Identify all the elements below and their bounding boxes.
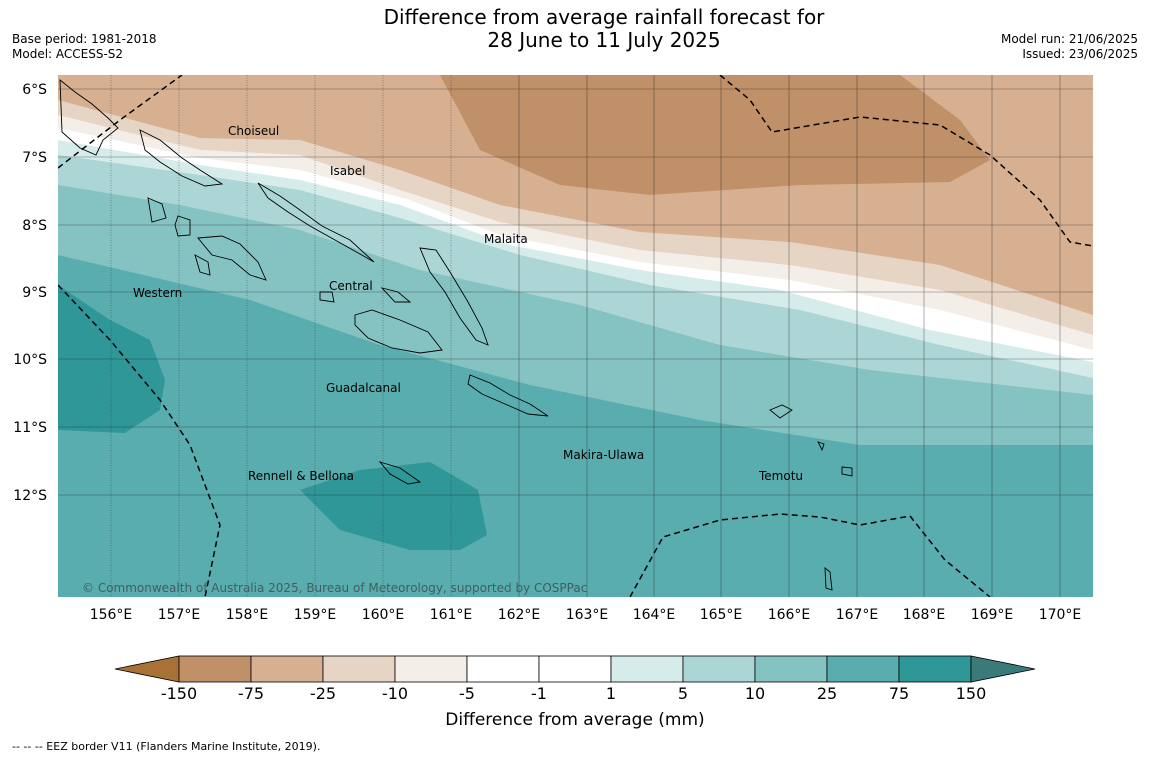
title-line-2: 28 June to 11 July 2025 [487, 28, 721, 52]
lon-label: 157°E [158, 607, 201, 623]
colorbar-label: -5 [459, 684, 475, 703]
lon-label: 160°E [362, 607, 405, 623]
band-75-150-rennell [300, 462, 487, 550]
lon-label: 165°E [700, 607, 743, 623]
colorbar-label: -75 [237, 684, 265, 703]
province-label-makira-ulawa: Makira-Ulawa [563, 448, 644, 462]
province-label-choiseul: Choiseul [228, 124, 279, 138]
colorbar-label: -150 [160, 684, 198, 703]
model-name: Model: ACCESS-S2 [12, 47, 124, 61]
colorbar-label: 5 [677, 684, 689, 703]
band-minus25-minus75 [440, 75, 990, 195]
gridlines [58, 75, 1093, 597]
colorbar-cell [114, 655, 180, 683]
guadalcanal-island [354, 309, 443, 354]
colorbar-cell [250, 655, 324, 683]
eez-footnote: -- -- -- EEZ border V11 (Flanders Marine… [12, 740, 321, 753]
isabel-island [257, 182, 375, 263]
colorbar-cell [754, 655, 828, 683]
lat-label: 9°S [22, 285, 47, 301]
province-label-central: Central [329, 279, 373, 293]
colorbar-cell [538, 655, 612, 683]
lon-label: 166°E [768, 607, 811, 623]
province-label-temotu: Temotu [758, 469, 803, 483]
colorbar-label: -25 [309, 684, 337, 703]
choiseul-island [139, 129, 224, 187]
colorbar-cell [970, 655, 1036, 683]
lon-label: 169°E [971, 607, 1014, 623]
base-period: Base period: 1981-2018 [12, 32, 157, 46]
lat-labels: 6°S 7°S 8°S 9°S 10°S 11°S 12°S [13, 82, 47, 504]
anomaly-bands [58, 75, 1093, 597]
meta-right: Model run: 21/06/2025 Issued: 23/06/2025 [1001, 32, 1138, 62]
colorbar-cell [178, 655, 252, 683]
colorbar-cell [394, 655, 468, 683]
province-label-isabel: Isabel [330, 164, 365, 178]
colorbar-cell [826, 655, 900, 683]
title-line-1: Difference from average rainfall forecas… [383, 5, 825, 29]
rennell-island [378, 461, 422, 485]
lon-label: 159°E [294, 607, 337, 623]
lon-label: 167°E [836, 607, 879, 623]
colorbar-cell [466, 655, 540, 683]
lon-label: 158°E [226, 607, 269, 623]
coastlines [59, 79, 853, 591]
eez-borders [58, 75, 1093, 597]
lat-label: 11°S [13, 420, 47, 436]
colorbar-label: 1 [605, 684, 617, 703]
malaita-island [419, 247, 489, 346]
colorbar-label: 25 [816, 684, 838, 703]
colorbar-cell [322, 655, 396, 683]
province-label-guadalcanal: Guadalcanal [326, 381, 401, 395]
colorbar [114, 655, 1036, 683]
lon-label: 161°E [430, 607, 473, 623]
colorbar-label: 75 [888, 684, 910, 703]
province-label-western: Western [133, 286, 182, 300]
colorbar-cell [682, 655, 756, 683]
colorbar-cell [610, 655, 684, 683]
colorbar-label: 10 [744, 684, 766, 703]
colorbar-label: 150 [955, 684, 987, 703]
colorbar-title: Difference from average (mm) [445, 710, 705, 730]
lon-labels: 156°E 157°E 158°E 159°E 160°E 161°E 162°… [90, 607, 1082, 623]
province-labels: Choiseul Isabel Malaita Central Western … [133, 124, 803, 483]
lon-label: 168°E [903, 607, 946, 623]
colorbar-label: -10 [381, 684, 409, 703]
copyright-text: © Commonwealth of Australia 2025, Bureau… [82, 581, 587, 595]
lon-label: 164°E [633, 607, 676, 623]
colorbar-cell [898, 655, 972, 683]
model-run: Model run: 21/06/2025 [1000, 32, 1138, 46]
lon-label: 156°E [90, 607, 133, 623]
issued-date: Issued: 23/06/2025 [1022, 47, 1138, 61]
makira-island [467, 374, 549, 417]
lon-label: 163°E [566, 607, 609, 623]
province-label-malaita: Malaita [484, 232, 528, 246]
lon-label: 162°E [498, 607, 541, 623]
lat-label: 8°S [22, 218, 47, 234]
rainfall-map: 6°S 7°S 8°S 9°S 10°S 11°S 12°S 156°E 157… [13, 75, 1093, 683]
lat-label: 12°S [13, 488, 47, 504]
province-label-rennell-bellona: Rennell & Bellona [248, 469, 354, 483]
lat-label: 6°S [22, 82, 47, 98]
lon-label: 170°E [1039, 607, 1082, 623]
colorbar-label: -1 [531, 684, 547, 703]
meta-left: Base period: 1981-2018 Model: ACCESS-S2 [12, 32, 157, 62]
lat-label: 10°S [13, 352, 47, 368]
lat-label: 7°S [22, 150, 47, 166]
